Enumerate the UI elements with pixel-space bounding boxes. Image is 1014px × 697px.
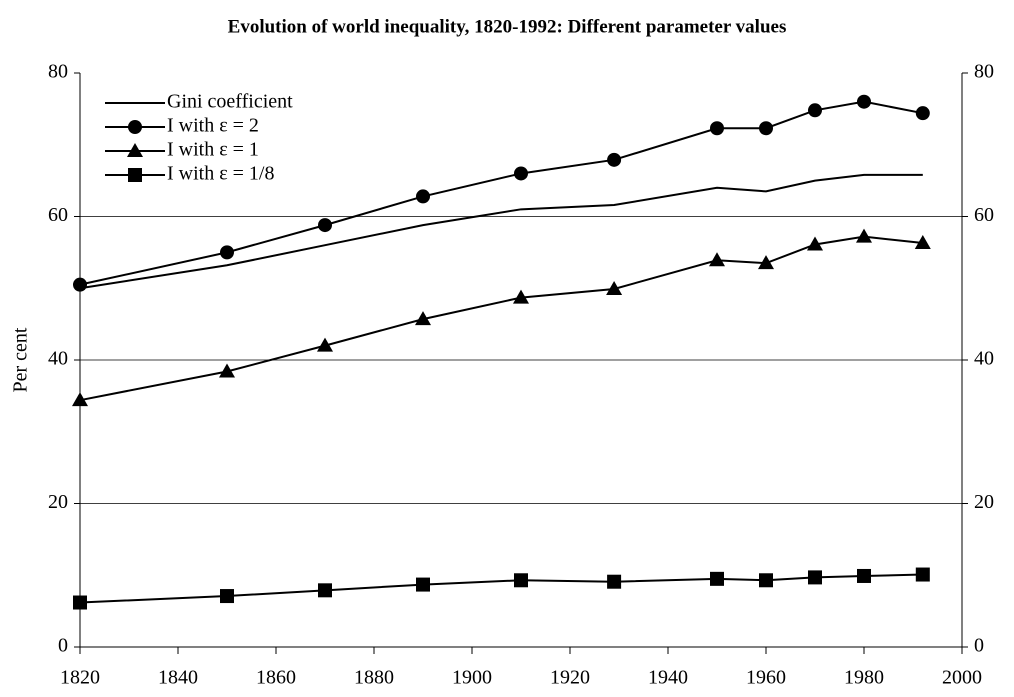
x-tick-label: 1940 [648, 667, 688, 689]
marker [710, 121, 724, 136]
marker [513, 289, 529, 304]
y2-tick-label: 40 [974, 348, 994, 370]
marker [710, 571, 724, 586]
x-tick-label: 1960 [746, 667, 786, 689]
legend-label: I with ε = 1/8 [167, 163, 274, 185]
legend-label: I with ε = 2 [167, 115, 259, 137]
marker [220, 589, 234, 604]
marker [73, 277, 87, 292]
marker [606, 280, 623, 295]
x-tick-label: 1900 [452, 667, 492, 689]
series-line [79, 173, 923, 290]
marker [759, 573, 773, 588]
marker [807, 236, 823, 251]
marker [759, 121, 773, 136]
x-tick-label: 1860 [256, 667, 296, 689]
marker [220, 245, 234, 260]
y2-tick-label: 60 [974, 204, 994, 226]
marker [318, 218, 332, 233]
marker [416, 189, 430, 204]
marker [758, 255, 774, 270]
chart-title: Evolution of world inequality, 1820-1992… [228, 16, 787, 37]
series-line [79, 235, 923, 402]
marker [317, 337, 333, 352]
marker [808, 103, 822, 118]
marker [709, 252, 725, 267]
x-tick-label: 2000 [942, 667, 982, 689]
y2-tick-label: 80 [974, 61, 994, 83]
x-tick-label: 1820 [60, 667, 100, 689]
marker [416, 577, 430, 592]
marker [914, 235, 931, 250]
marker [808, 570, 822, 585]
legend-label: Gini coefficient [167, 91, 293, 113]
marker [607, 574, 622, 589]
y-tick-label: 20 [48, 491, 68, 513]
marker [415, 311, 431, 326]
marker [607, 152, 622, 167]
y2-tick-label: 0 [974, 635, 984, 657]
marker [857, 94, 871, 109]
marker [856, 228, 872, 243]
marker [514, 166, 528, 181]
series-line [79, 573, 923, 604]
x-tick-label: 1840 [158, 667, 198, 689]
y-tick-label: 80 [48, 61, 68, 83]
x-tick-label: 1980 [844, 667, 884, 689]
marker [128, 120, 142, 134]
marker [915, 567, 930, 582]
marker [219, 363, 235, 378]
y-tick-label: 40 [48, 348, 68, 370]
marker [915, 106, 930, 121]
marker [127, 143, 143, 157]
marker [514, 573, 528, 588]
y-tick-label: 60 [48, 204, 68, 226]
y-tick-label: 0 [58, 635, 68, 657]
x-tick-label: 1880 [354, 667, 394, 689]
marker [857, 568, 871, 583]
y2-tick-label: 20 [974, 491, 994, 513]
y-axis-label: Per cent [10, 327, 32, 392]
legend-label: I with ε = 1 [167, 139, 259, 161]
marker [72, 392, 88, 407]
x-tick-label: 1920 [550, 667, 590, 689]
marker [73, 595, 87, 610]
marker [318, 583, 332, 598]
marker [128, 168, 142, 182]
